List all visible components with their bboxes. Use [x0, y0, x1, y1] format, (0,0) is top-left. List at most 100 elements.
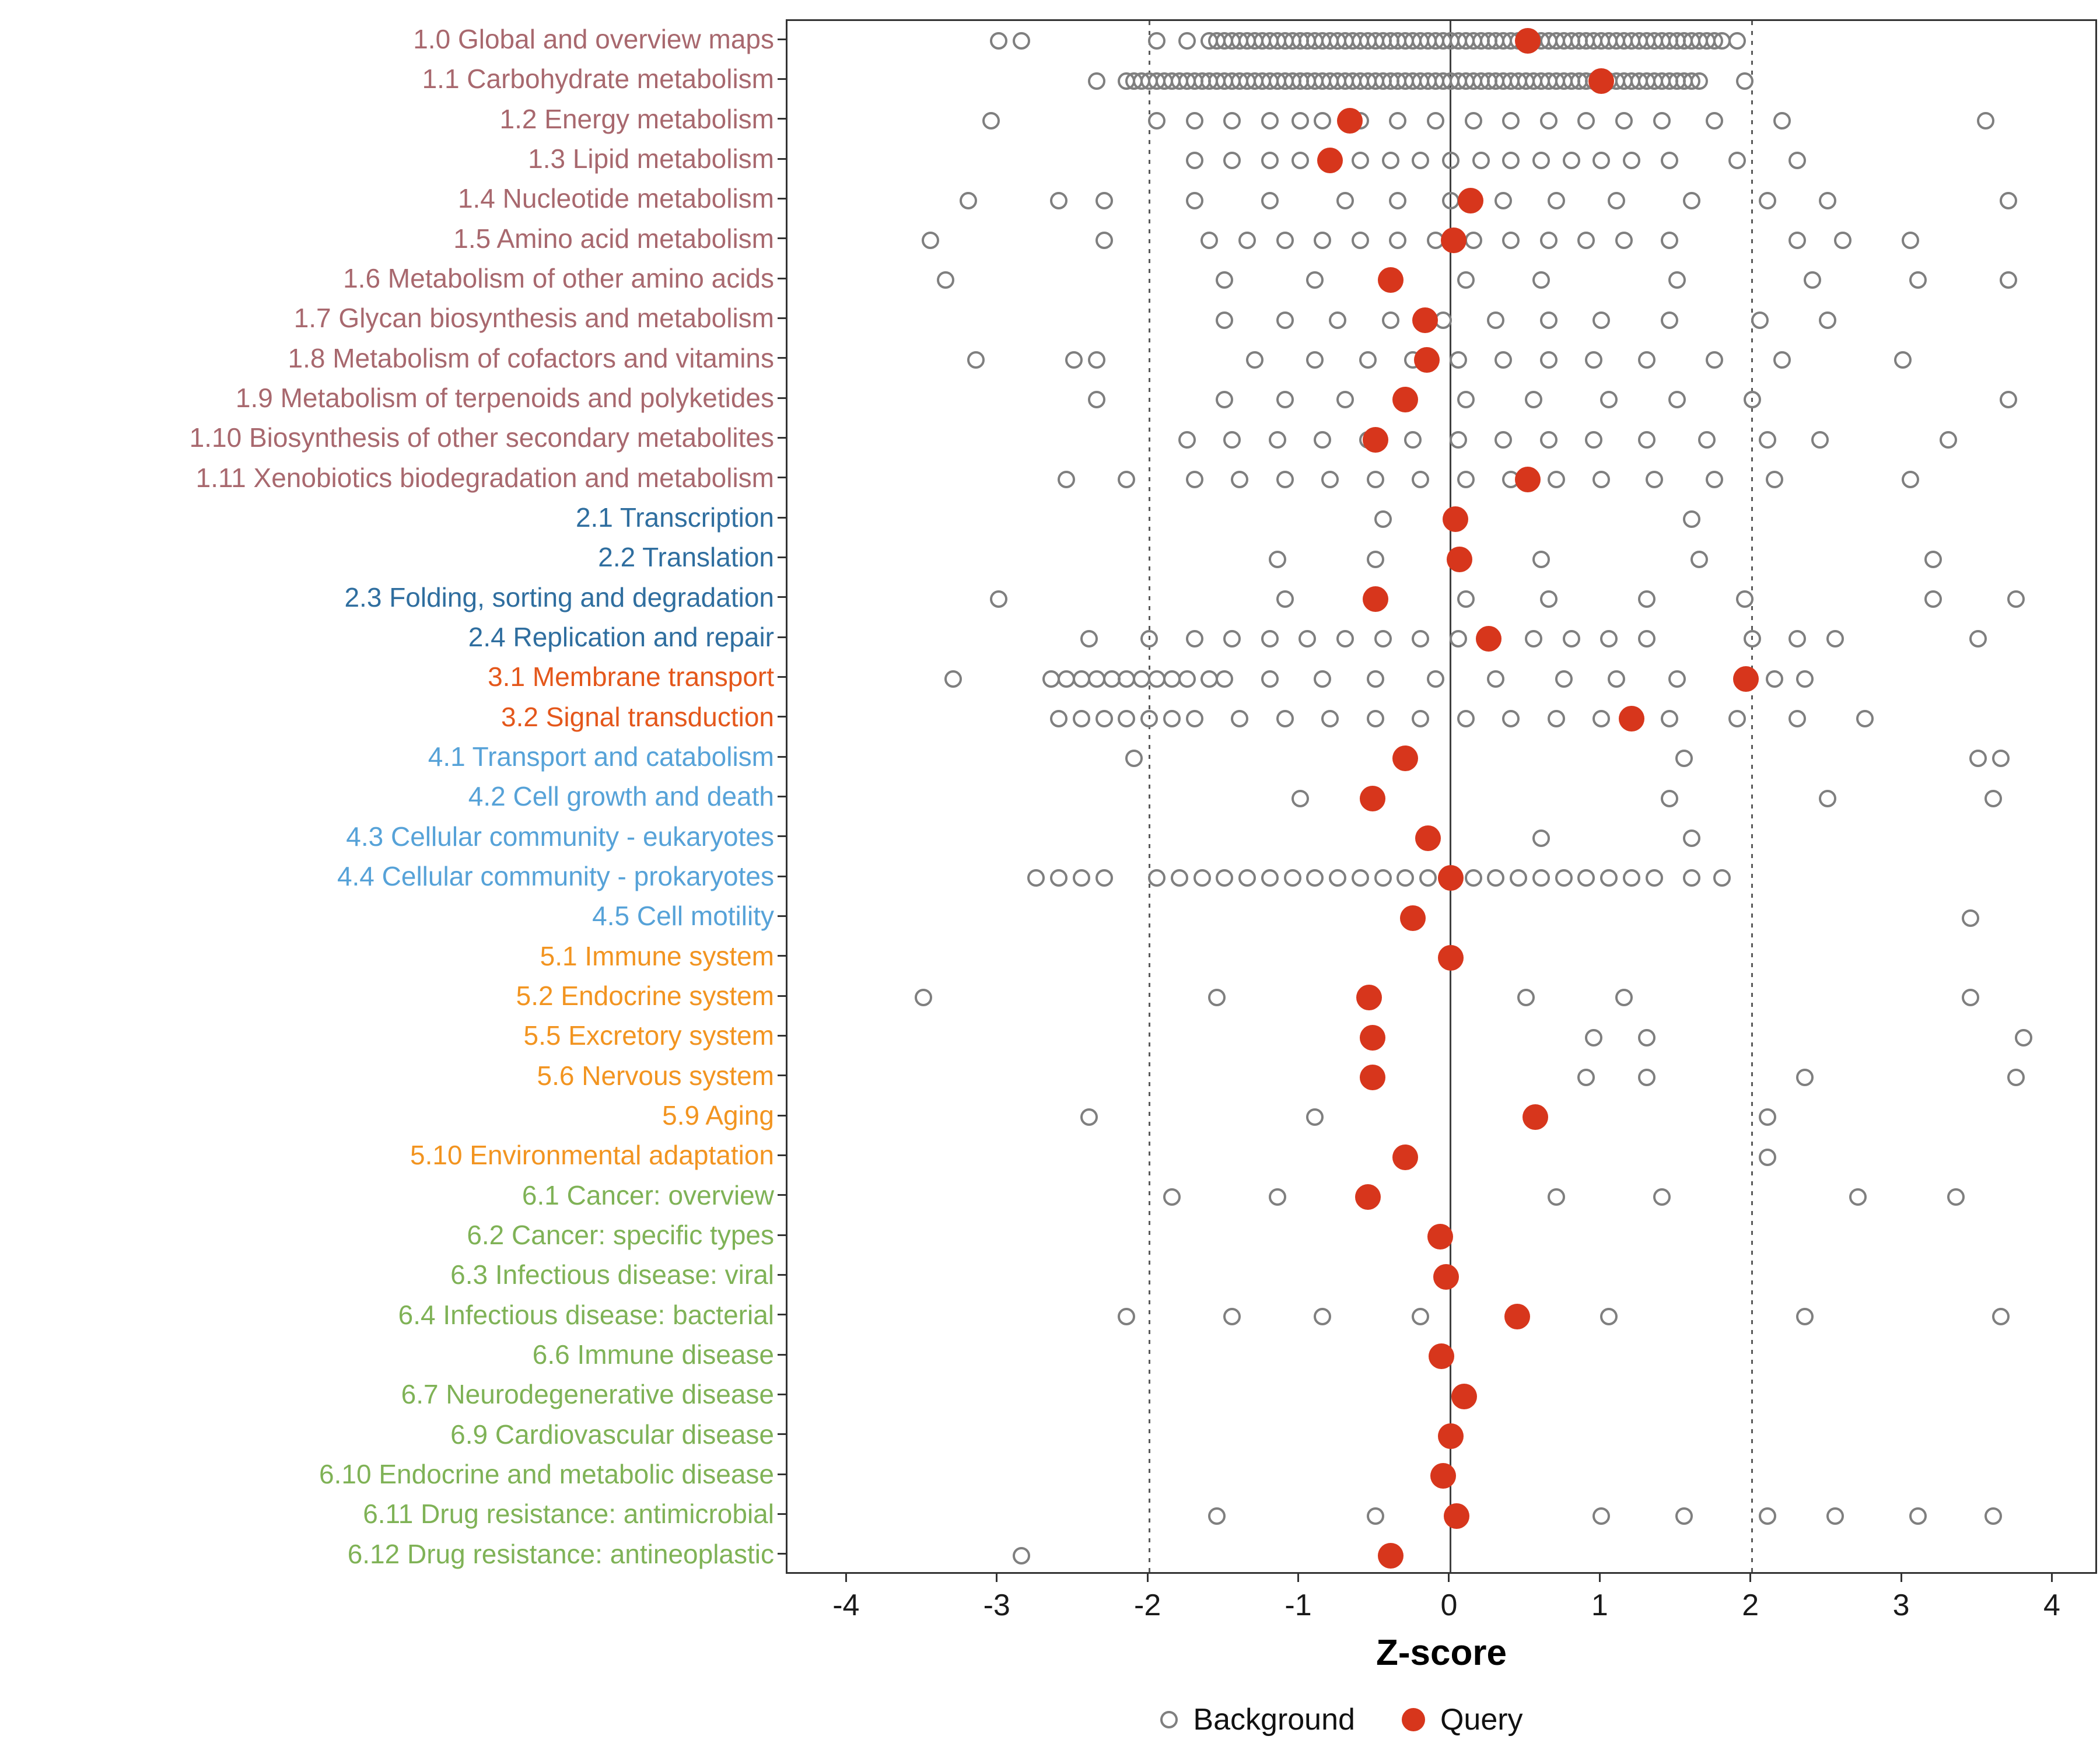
- x-tick-label: 3: [1892, 1588, 1910, 1622]
- y-tick: [778, 596, 786, 598]
- background-point: [1072, 869, 1090, 887]
- background-point: [1087, 72, 1105, 90]
- background-point: [1216, 311, 1234, 329]
- background-point: [1985, 789, 2003, 807]
- background-point: [1577, 111, 1595, 130]
- background-point: [1675, 750, 1693, 768]
- background-point: [1713, 869, 1731, 887]
- background-point: [1314, 1307, 1332, 1325]
- background-point: [1163, 709, 1181, 727]
- query-point: [1359, 785, 1385, 811]
- background-point: [1653, 111, 1671, 130]
- query-point: [1413, 346, 1440, 373]
- background-point: [1660, 311, 1678, 329]
- background-point: [1615, 231, 1633, 249]
- query-point: [1359, 1024, 1385, 1051]
- category-label: 6.9 Cardiovascular disease: [450, 1419, 774, 1450]
- background-point: [1441, 152, 1460, 170]
- background-point-icon: [1160, 1711, 1178, 1728]
- background-point: [1050, 709, 1068, 727]
- background-point: [1539, 351, 1558, 369]
- background-point: [1404, 430, 1422, 449]
- background-point: [1592, 1507, 1611, 1525]
- background-point: [1532, 152, 1550, 170]
- background-point: [1743, 630, 1761, 648]
- background-point: [1683, 869, 1701, 887]
- category-label: 3.1 Membrane transport: [488, 662, 774, 692]
- y-tick: [778, 1154, 786, 1156]
- y-tick: [778, 357, 786, 359]
- query-point: [1451, 1383, 1478, 1409]
- query-point: [1362, 586, 1388, 612]
- y-tick: [778, 158, 786, 160]
- category-label: 1.2 Energy metabolism: [499, 103, 774, 134]
- background-point: [967, 351, 985, 369]
- y-tick: [778, 556, 786, 558]
- background-point: [1148, 869, 1166, 887]
- background-point: [1758, 1108, 1776, 1126]
- background-point: [1532, 550, 1550, 568]
- category-label: 1.1 Carbohydrate metabolism: [422, 64, 774, 94]
- category-label: 4.1 Transport and catabolism: [428, 741, 774, 772]
- background-point: [1585, 430, 1603, 449]
- background-point: [1622, 152, 1640, 170]
- background-point: [1547, 709, 1565, 727]
- y-tick: [778, 437, 786, 439]
- query-point: [1400, 905, 1426, 931]
- background-point: [1818, 311, 1836, 329]
- background-point: [1050, 191, 1068, 209]
- background-point: [1947, 1188, 1965, 1206]
- background-point: [1969, 630, 1987, 648]
- background-point: [1412, 709, 1430, 727]
- background-point: [1381, 152, 1399, 170]
- background-point: [1766, 470, 1784, 488]
- background-point: [1449, 351, 1467, 369]
- background-point: [1969, 750, 1987, 768]
- background-point: [1818, 191, 1836, 209]
- category-label: 6.10 Endocrine and metabolic disease: [319, 1459, 774, 1489]
- background-point: [1396, 869, 1415, 887]
- category-label: 6.11 Drug resistance: antimicrobial: [363, 1499, 774, 1530]
- background-point: [1012, 1546, 1030, 1564]
- x-tick: [1297, 1574, 1300, 1582]
- y-tick: [778, 317, 786, 319]
- background-point: [1683, 829, 1701, 847]
- background-point: [1751, 311, 1769, 329]
- y-tick: [778, 1394, 786, 1395]
- background-point: [1706, 351, 1724, 369]
- category-label: 1.6 Metabolism of other amino acids: [343, 263, 774, 293]
- background-point: [1208, 1507, 1226, 1525]
- background-point: [1261, 152, 1279, 170]
- background-point: [1012, 32, 1030, 50]
- background-point: [1562, 630, 1580, 648]
- background-point: [1336, 630, 1354, 648]
- background-point: [1223, 152, 1241, 170]
- background-point: [1826, 1507, 1844, 1525]
- background-point: [1999, 391, 2017, 409]
- background-point: [1962, 989, 1980, 1007]
- background-point: [1276, 391, 1294, 409]
- background-point: [1464, 869, 1482, 887]
- y-tick: [778, 1234, 786, 1236]
- background-point: [1412, 630, 1430, 648]
- background-point: [1291, 789, 1309, 807]
- background-point: [1690, 550, 1709, 568]
- y-tick: [778, 1433, 786, 1436]
- background-point: [1999, 271, 2017, 289]
- background-point: [1291, 152, 1309, 170]
- query-point: [1429, 1343, 1455, 1370]
- background-point: [1238, 231, 1256, 249]
- background-point: [1336, 191, 1354, 209]
- background-point: [2007, 590, 2025, 608]
- y-tick: [778, 277, 786, 279]
- query-point: [1336, 107, 1363, 134]
- background-point: [1758, 430, 1776, 449]
- background-point: [1095, 709, 1113, 727]
- y-tick: [778, 397, 786, 399]
- background-point: [1690, 72, 1709, 90]
- threshold-reference-line: [1148, 21, 1150, 1572]
- query-point-icon: [1401, 1708, 1425, 1731]
- background-point: [1457, 470, 1475, 488]
- background-point: [1615, 111, 1633, 130]
- background-point: [1826, 630, 1844, 648]
